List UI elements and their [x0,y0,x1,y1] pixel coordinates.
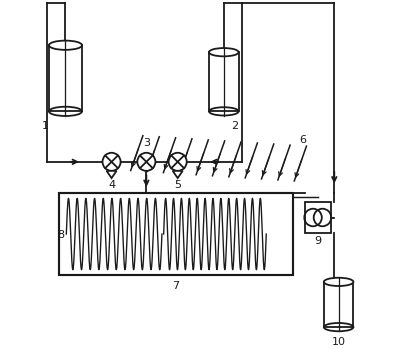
Circle shape [102,153,121,171]
Text: 6: 6 [299,135,306,145]
Circle shape [168,153,187,171]
Ellipse shape [49,41,82,50]
Polygon shape [107,171,117,178]
Circle shape [137,153,155,171]
Bar [209,52,239,111]
Text: 9: 9 [314,236,321,246]
Text: 4: 4 [108,180,115,190]
Text: 7: 7 [172,281,179,291]
Text: 3: 3 [143,138,150,148]
Text: 8: 8 [57,230,64,240]
Ellipse shape [324,278,354,286]
Bar [49,45,82,111]
Bar [305,202,331,233]
Text: 5: 5 [174,180,181,190]
Text: 10: 10 [331,337,346,347]
Bar [59,193,293,275]
Ellipse shape [209,48,239,56]
Text: 1: 1 [42,121,49,131]
Text: 2: 2 [231,121,238,131]
Bar [324,282,354,327]
Polygon shape [173,171,183,178]
